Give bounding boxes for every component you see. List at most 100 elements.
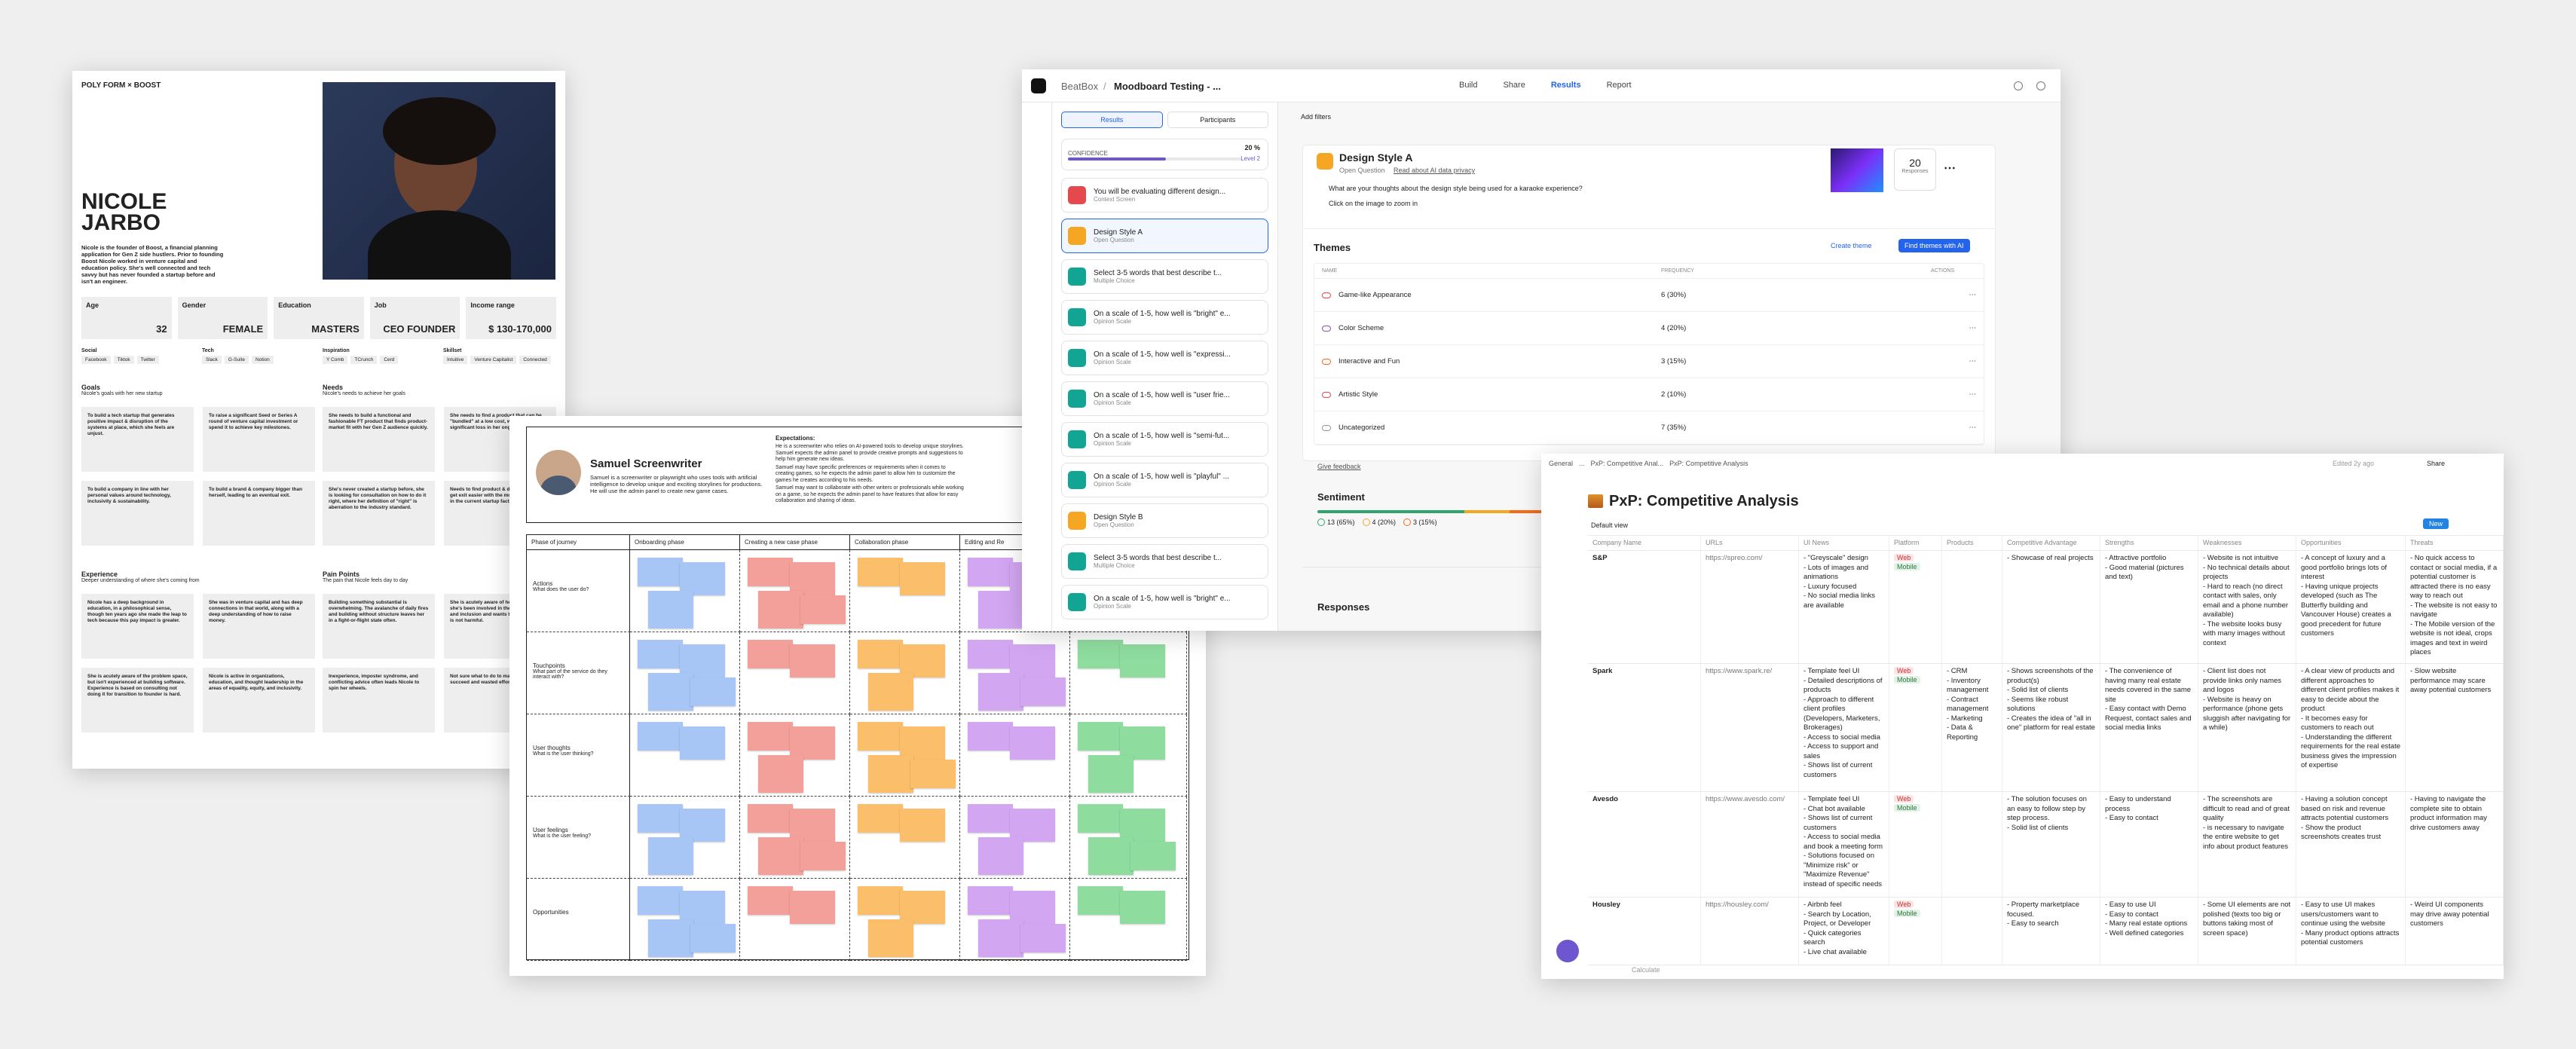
nav-item[interactable]: Share <box>1503 81 1525 90</box>
new-button[interactable]: New <box>2423 518 2449 529</box>
column-header: FREQUENCY <box>1661 268 1694 274</box>
nav-item[interactable]: Results <box>1550 81 1581 90</box>
cell: https://housley.com/ <box>1701 898 1799 965</box>
themes-header: NAME FREQUENCY ACTIONS <box>1314 264 1984 279</box>
tag-group: Tech Slack G-Suite Notion <box>202 348 315 364</box>
theme-row[interactable]: Artistic Style 2 (10%) ⋯ <box>1314 378 1984 411</box>
question-item[interactable]: On a scale of 1-5, how well is "bright" … <box>1061 300 1268 335</box>
theme-row[interactable]: Interactive and Fun 3 (15%) ⋯ <box>1314 345 1984 378</box>
note-box: To build a company in line with her pers… <box>81 481 194 546</box>
persona-name: Samuel Screenwriter <box>590 457 702 470</box>
add-filters[interactable]: Add filters <box>1301 113 1332 121</box>
question-title: On a scale of 1-5, how well is "semi-fut… <box>1094 432 1230 440</box>
cell <box>630 797 740 879</box>
question-item[interactable]: Select 3-5 words that best describe t...… <box>1061 544 1268 579</box>
question-type: Multiple Choice <box>1094 277 1135 284</box>
tab[interactable]: Participants <box>1167 112 1268 128</box>
crumb[interactable]: General <box>1549 460 1574 467</box>
section-title: Goals <box>81 384 101 391</box>
expectation: Samuel may have specific preferences or … <box>776 464 956 483</box>
cell: - Property marketplace focused. - Easy t… <box>2002 898 2100 965</box>
view[interactable]: Default view <box>1591 521 1629 529</box>
platform-pill: Mobile <box>1894 563 1920 570</box>
crumb[interactable]: PxP: Competitive Analysis <box>1669 460 1748 467</box>
cell <box>740 714 850 797</box>
sticky-note <box>858 886 903 915</box>
sentiment-dot <box>1317 518 1325 526</box>
question-item[interactable]: On a scale of 1-5, how well is "expressi… <box>1061 341 1268 375</box>
sticky-note <box>758 837 803 875</box>
sticky-note <box>1130 842 1176 870</box>
crumb[interactable]: ... <box>1579 460 1585 467</box>
question-item[interactable]: Select 3-5 words that best describe t...… <box>1061 259 1268 294</box>
sticky-note <box>1078 722 1123 751</box>
cell: Housley <box>1588 898 1701 965</box>
cell: - Slow website performance may scare awa… <box>2406 664 2504 791</box>
nav-item[interactable]: Report <box>1606 81 1632 90</box>
sticky-note <box>790 726 835 760</box>
sticky-note <box>748 722 793 751</box>
nav-item[interactable]: Build <box>1459 81 1478 90</box>
sticky-note <box>968 722 1013 751</box>
question-item[interactable]: You will be evaluating different design.… <box>1061 178 1268 213</box>
database-table: Company Name URLs UI News Platform Products C… <box>1588 535 2504 968</box>
question-item[interactable]: On a scale of 1-5, how well is "playful"… <box>1061 463 1268 497</box>
question-item[interactable]: Design Style B Open Question <box>1061 503 1268 538</box>
cell <box>1070 879 1187 961</box>
question-type: Opinion Scale <box>1094 603 1131 610</box>
table-row: Housley https://housley.com/- Airbnb feel… <box>1588 898 2504 965</box>
field: Job CEO FOUNDER <box>369 297 460 339</box>
cell <box>1942 792 2002 897</box>
question-item[interactable]: On a scale of 1-5, how well is "semi-fut… <box>1061 422 1268 457</box>
sticky-note <box>858 804 903 833</box>
sentiment-label: 4 (20%) <box>1372 518 1397 526</box>
confidence-value: 20 % <box>1244 144 1260 151</box>
sticky-note <box>968 886 1013 915</box>
calculate[interactable]: Calculate <box>1632 966 1660 974</box>
cell <box>740 550 850 632</box>
tab[interactable]: Results <box>1061 112 1163 128</box>
platform-pill: Web <box>1894 901 1914 908</box>
tag-group-label: Skillset <box>443 348 462 353</box>
question-item[interactable]: Design Style A Open Question <box>1061 219 1268 253</box>
cell: https://spreo.com/ <box>1701 551 1799 663</box>
question-icon <box>1068 593 1086 611</box>
sticky-note <box>690 677 736 706</box>
section-title: Needs <box>323 384 344 391</box>
theme-actions: ⋯ <box>1969 324 1977 332</box>
sticky-note <box>638 886 683 915</box>
cell: Web Mobile <box>1889 664 1942 791</box>
find-themes[interactable]: Find themes with AI <box>1898 239 1970 252</box>
create-theme[interactable]: Create theme <box>1831 242 1872 249</box>
title: PxP: Competitive Analysis <box>1609 493 1799 509</box>
theme-row[interactable]: Color Scheme 4 (20%) ⋯ <box>1314 312 1984 345</box>
privacy-link[interactable]: Read about AI data privacy <box>1394 167 1476 174</box>
themes-table: NAME FREQUENCY ACTIONS Game-like Appearance… <box>1314 263 1984 445</box>
cell <box>1070 797 1187 879</box>
question-item[interactable]: On a scale of 1-5, how well is "user fri… <box>1061 381 1268 416</box>
theme-row[interactable]: Uncategorized 7 (35%) ⋯ <box>1314 411 1984 445</box>
sticky-note <box>1078 886 1123 915</box>
tag: Twitter <box>136 356 159 364</box>
note-box: She's never created a startup before, sh… <box>323 481 435 546</box>
question-type: Open Question <box>1094 521 1134 528</box>
row-sub: What does the user do? <box>533 587 589 592</box>
cell: - No quick access to contact or social m… <box>2406 551 2504 663</box>
theme-dot <box>1322 292 1331 298</box>
question-item[interactable]: On a scale of 1-5, how well is "bright" … <box>1061 585 1268 619</box>
cell: Spark <box>1588 664 1701 791</box>
crumb[interactable]: PxP: Competitive Anal... <box>1590 460 1664 467</box>
tag-group-label: Tech <box>202 348 214 353</box>
project[interactable]: Moodboard Testing - ... <box>1114 81 1222 92</box>
share[interactable]: Share <box>2427 460 2446 467</box>
sentiment: 13 (65%) 4 (20%) 3 (15%) <box>1317 518 1437 526</box>
crumb[interactable]: BeatBox <box>1061 81 1099 92</box>
theme-name: Interactive and Fun <box>1338 357 1400 365</box>
cell: S&P <box>1588 551 1701 663</box>
feedback[interactable]: Give feedback <box>1317 463 1361 470</box>
sentiment-dot <box>1403 518 1412 526</box>
cell: - Easy to use UI makes users/customers w… <box>2296 898 2406 965</box>
sentiment-item: 3 (15%) <box>1403 518 1437 526</box>
thumbnail[interactable] <box>1831 148 1883 192</box>
theme-row[interactable]: Game-like Appearance 6 (30%) ⋯ <box>1314 279 1984 312</box>
